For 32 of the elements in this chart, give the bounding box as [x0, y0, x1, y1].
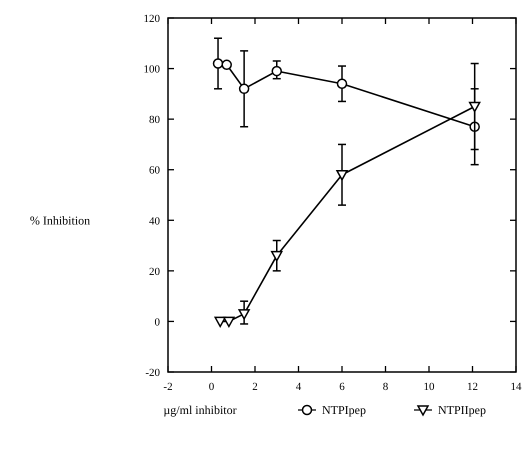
- point: [272, 66, 282, 76]
- y-tick-label: 120: [144, 13, 160, 25]
- x-tick-label: 4: [296, 381, 302, 393]
- x-tick-label: 8: [382, 381, 389, 393]
- x-tick-label: -2: [163, 381, 173, 393]
- point: [221, 60, 232, 70]
- point: [336, 170, 348, 181]
- point: [212, 58, 224, 69]
- point: [468, 102, 480, 112]
- y-tick-label: -20: [145, 367, 160, 379]
- y-tick-label: 20: [149, 266, 160, 278]
- point: [336, 78, 348, 89]
- y-tick-label: 0: [154, 316, 160, 328]
- point: [238, 84, 250, 94]
- x-tick-label: 0: [208, 381, 215, 393]
- x-tick-label: 12: [467, 381, 478, 393]
- y-tick-label: 80: [149, 114, 160, 126]
- point: [238, 309, 250, 320]
- x-tick-label: 6: [339, 381, 346, 393]
- legend-label: NTPIpep: [322, 403, 366, 417]
- point: [214, 316, 226, 328]
- x-tick-label: 10: [424, 381, 435, 393]
- y-axis-title: % Inhibition: [30, 213, 90, 228]
- point: [271, 250, 282, 262]
- legend-label: NTPIIpep: [438, 403, 486, 417]
- y-tick-label: 100: [144, 64, 160, 76]
- y-tick-label: 40: [149, 215, 160, 228]
- x-axis-title: µg/ml inhibitor: [163, 403, 237, 417]
- point: [223, 316, 235, 328]
- x-tick-label: 14: [510, 381, 522, 393]
- x-tick-label: 2: [252, 381, 258, 393]
- y-tick-label: 60: [149, 164, 160, 177]
